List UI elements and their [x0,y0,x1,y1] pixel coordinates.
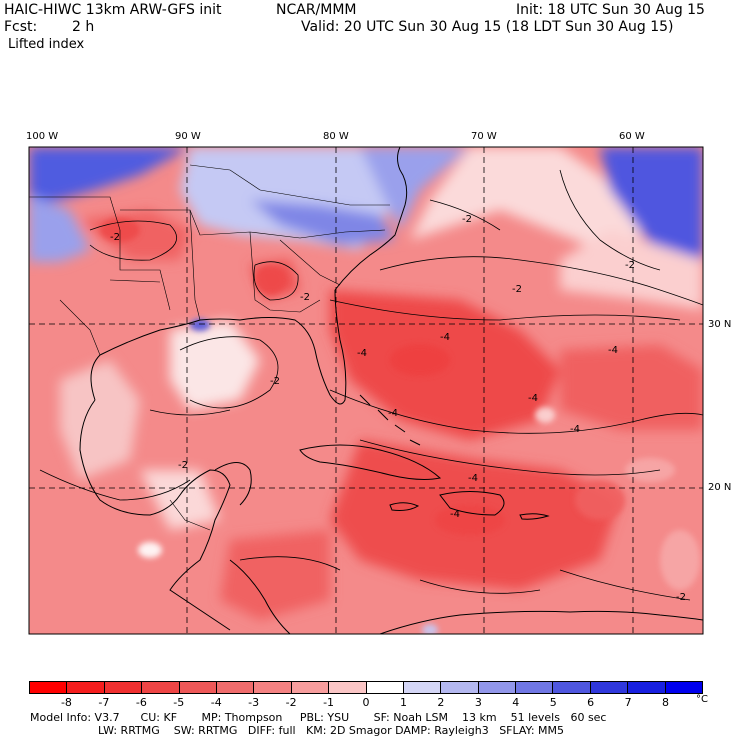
contour-label: -2 [676,592,686,603]
lon-label-80w: 80 W [323,131,349,142]
org-label: NCAR/MMM [276,2,357,18]
colorbar-swatch [553,682,591,693]
colorbar-tick-label: 7 [624,696,632,709]
colorbar-swatch [179,682,217,693]
contour-label: -2 [300,292,310,303]
lat-label-20n: 20 N [708,482,732,493]
colorbar-swatch [216,682,255,693]
colorbar-tick-label: 4 [512,696,520,709]
contour-label: -4 [528,393,538,404]
contour-label: -2 [110,232,120,243]
colorbar-tick-label: -2 [285,696,297,709]
map-frame [28,146,704,635]
lon-label-70w: 70 W [471,131,497,142]
contour-label: -2 [178,460,188,471]
colorbar-tick-label: -8 [60,696,72,709]
init-time: Init: 18 UTC Sun 30 Aug 15 [516,2,705,18]
colorbar [29,681,703,694]
contour-label: -4 [468,473,478,484]
colorbar-swatch [516,682,554,693]
latlon-grid [29,147,703,634]
contour-lines [39,169,703,601]
colorbar-tick-label: 8 [662,696,670,709]
fcst-value: 2 h [72,19,95,35]
contour-label: -2 [512,284,522,295]
political-borders [29,164,390,531]
colorbar-tick-label: 3 [474,696,482,709]
model-title: HAIC-HIWC 13km ARW-GFS init [4,2,222,18]
contour-label: -4 [608,345,618,356]
contour-label: -2 [270,376,280,387]
valid-time: Valid: 20 UTC Sun 30 Aug 15 (18 LDT Sun … [301,19,674,35]
lat-label-30n: 30 N [708,319,732,330]
contour-label: -2 [625,260,635,271]
colorbar-swatch [366,682,404,693]
colorbar-tick-label: -6 [135,696,147,709]
colorbar-tick-label: 1 [399,696,407,709]
lon-label-90w: 90 W [175,131,201,142]
colorbar-unit: °C [696,694,708,705]
colorbar-swatch [67,682,105,693]
colorbar-swatch [291,682,330,693]
colorbar-tick-label: 0 [362,696,370,709]
colorbar-tick-label: -3 [248,696,260,709]
colorbar-tick-label: 2 [437,696,445,709]
field-name: Lifted index [8,37,85,52]
colorbar-swatch [665,682,703,693]
colorbar-tick-label: -4 [210,696,222,709]
colorbar-swatch [254,682,292,693]
colorbar-swatch [403,682,442,693]
lon-label-60w: 60 W [619,131,645,142]
colorbar-swatch [104,682,143,693]
colorbar-tick-label: -1 [323,696,335,709]
colorbar-swatch [478,682,517,693]
contour-label: -4 [357,348,367,359]
colorbar-tick-label: -7 [98,696,110,709]
colorbar-tick-label: 6 [587,696,595,709]
fcst-label: Fcst: [4,19,38,35]
contour-labels: -2 -2 -2 -2 -2 -2 -4 -4 -4 -4 -4 -4 -4 -4 -2 -2 [110,214,686,603]
contour-label: -2 [462,214,472,225]
contour-label: -4 [388,408,398,419]
contour-label: -4 [440,332,450,343]
contour-label: -4 [450,509,460,520]
colorbar-swatch [30,682,68,693]
colorbar-swatch [329,682,367,693]
contour-label: -4 [570,424,580,435]
field-shading [29,147,703,634]
colorbar-tick-label: 5 [549,696,557,709]
colorbar-swatch [628,682,666,693]
colorbar-swatch [441,682,479,693]
coastlines [79,147,703,634]
model-info-line1: Model Info: V3.7 CU: KF MP: Thompson PBL… [30,711,607,724]
model-info-line2: LW: RRTMG SW: RRTMG DIFF: full KM: 2D Sm… [98,724,564,737]
colorbar-swatch [590,682,629,693]
lon-label-100w: 100 W [26,131,59,142]
colorbar-tick-label: -5 [173,696,185,709]
colorbar-swatch [142,682,180,693]
